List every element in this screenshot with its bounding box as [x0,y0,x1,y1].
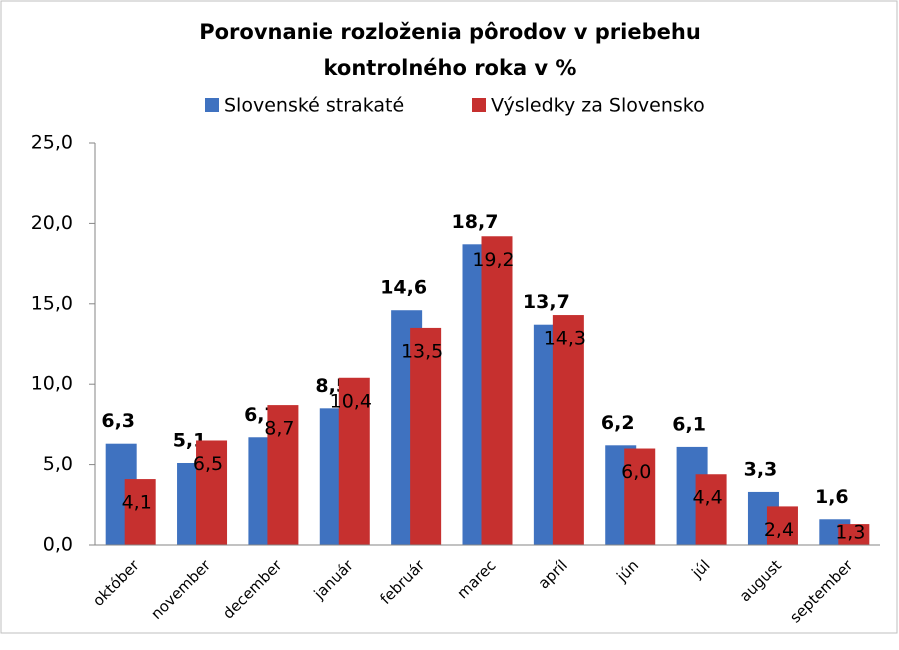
data-label: 2,4 [764,519,794,541]
legend-label: Slovenské strakaté [224,95,404,117]
chart-title: kontrolného roka v % [324,56,577,80]
bar [481,236,513,545]
bar [124,479,156,545]
bar [196,440,228,545]
bar [410,327,442,545]
data-label: 10,4 [330,390,372,412]
data-label: 13,7 [523,291,570,313]
data-label: 3,3 [744,458,778,480]
bar [695,474,727,545]
legend-label: Výsledky za Slovensko [491,95,705,117]
data-label: 19,2 [472,249,514,271]
data-label: 4,4 [692,487,722,509]
y-tick-label: 15,0 [31,292,73,314]
bar [338,377,370,545]
y-tick-label: 20,0 [31,212,73,234]
legend-swatch [472,98,486,112]
y-tick-label: 0,0 [43,534,73,556]
bar [624,448,656,545]
data-label: 6,3 [101,410,135,432]
legend-swatch [205,98,219,112]
data-label: 8,7 [264,418,294,440]
data-label: 1,6 [815,486,849,508]
bar [552,315,584,545]
data-label: 4,1 [122,492,152,514]
data-label: 14,3 [544,328,586,350]
data-label: 18,7 [452,211,499,233]
y-tick-label: 10,0 [31,373,73,395]
data-label: 6,0 [621,461,651,483]
bar [267,405,299,545]
y-tick-label: 5,0 [43,453,73,475]
bar [838,524,870,545]
data-label: 6,2 [601,412,635,434]
chart-title: Porovnanie rozloženia pôrodov v priebehu [199,20,701,44]
data-label: 1,3 [835,522,865,544]
y-tick-label: 25,0 [31,132,73,154]
data-label: 14,6 [380,277,427,299]
bar [766,506,798,545]
data-label: 6,1 [672,413,706,435]
data-label: 6,5 [193,453,223,475]
data-label: 13,5 [401,340,443,362]
